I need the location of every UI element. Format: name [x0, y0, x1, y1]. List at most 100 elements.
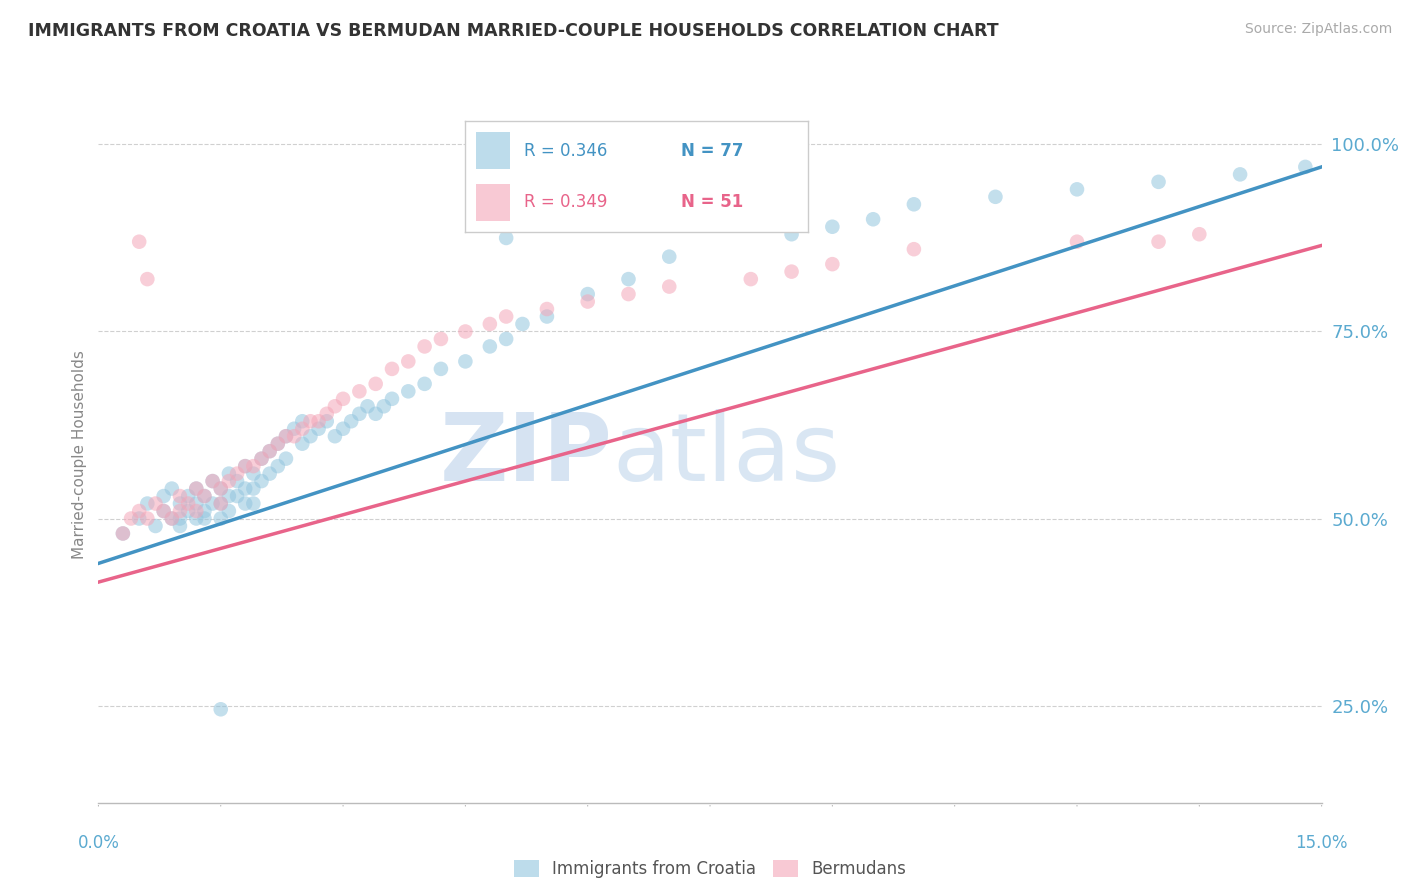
Point	[1147, 235, 1170, 249]
Point	[233, 482, 256, 496]
Point	[323, 429, 346, 443]
Point	[274, 429, 297, 443]
Point	[740, 272, 762, 286]
Point	[576, 294, 599, 309]
Point	[218, 489, 240, 503]
Point	[430, 332, 453, 346]
Text: atlas: atlas	[612, 409, 841, 501]
Point	[903, 197, 925, 211]
Point	[259, 467, 281, 481]
Point	[381, 362, 404, 376]
Point	[160, 511, 183, 525]
Point	[193, 489, 215, 503]
Point	[315, 414, 337, 428]
Point	[145, 519, 167, 533]
Point	[1147, 175, 1170, 189]
Point	[495, 231, 517, 245]
Point	[226, 474, 249, 488]
Point	[233, 459, 256, 474]
Point	[291, 414, 314, 428]
Point	[349, 384, 371, 399]
Point	[186, 482, 208, 496]
Point	[250, 451, 273, 466]
Point	[169, 489, 191, 503]
Point	[576, 287, 599, 301]
Point	[413, 339, 436, 353]
Point	[128, 511, 150, 525]
Point	[201, 497, 224, 511]
Point	[1188, 227, 1211, 242]
Point	[242, 459, 264, 474]
Point	[186, 511, 208, 525]
Point	[259, 444, 281, 458]
Point	[315, 407, 337, 421]
Point	[299, 429, 322, 443]
Point	[267, 436, 290, 450]
Point	[209, 702, 232, 716]
Point	[209, 482, 232, 496]
Point	[209, 497, 232, 511]
Point	[495, 310, 517, 324]
Point	[160, 511, 183, 525]
Point	[169, 504, 191, 518]
Point	[111, 526, 134, 541]
Point	[396, 354, 419, 368]
Point	[233, 497, 256, 511]
Point	[381, 392, 404, 406]
Point	[209, 497, 232, 511]
Point	[250, 474, 273, 488]
Point	[299, 414, 322, 428]
Point	[177, 489, 200, 503]
Point	[396, 384, 419, 399]
Point	[120, 511, 142, 525]
Point	[364, 407, 387, 421]
Point	[274, 429, 297, 443]
Point	[169, 497, 191, 511]
Point	[169, 511, 191, 525]
Point	[177, 497, 200, 511]
Point	[536, 310, 558, 324]
Point	[128, 235, 150, 249]
Point	[201, 474, 224, 488]
Point	[186, 497, 208, 511]
Point	[111, 526, 134, 541]
Point	[349, 407, 371, 421]
Point	[242, 467, 264, 481]
Point	[283, 429, 305, 443]
Point	[136, 511, 159, 525]
Point	[160, 482, 183, 496]
Point	[984, 190, 1007, 204]
Point	[308, 422, 330, 436]
Point	[209, 482, 232, 496]
Point	[242, 497, 264, 511]
Point	[226, 489, 249, 503]
Point	[136, 272, 159, 286]
Point	[201, 474, 224, 488]
Point	[152, 504, 174, 518]
Point	[193, 489, 215, 503]
Point	[323, 399, 346, 413]
Text: 15.0%: 15.0%	[1295, 834, 1348, 852]
Point	[658, 250, 681, 264]
Point	[283, 422, 305, 436]
Text: ZIP: ZIP	[439, 409, 612, 501]
Point	[1229, 167, 1251, 181]
Text: 0.0%: 0.0%	[77, 834, 120, 852]
Point	[145, 497, 167, 511]
Point	[862, 212, 884, 227]
Point	[903, 242, 925, 256]
Point	[169, 519, 191, 533]
Point	[617, 272, 640, 286]
Y-axis label: Married-couple Households: Married-couple Households	[72, 351, 87, 559]
Point	[821, 219, 844, 234]
Point	[373, 399, 395, 413]
Point	[209, 511, 232, 525]
Legend: Immigrants from Croatia, Bermudans: Immigrants from Croatia, Bermudans	[508, 854, 912, 885]
Point	[332, 422, 354, 436]
Point	[495, 332, 517, 346]
Point	[478, 317, 501, 331]
Point	[1066, 235, 1088, 249]
Point	[267, 436, 290, 450]
Point	[193, 511, 215, 525]
Point	[250, 451, 273, 466]
